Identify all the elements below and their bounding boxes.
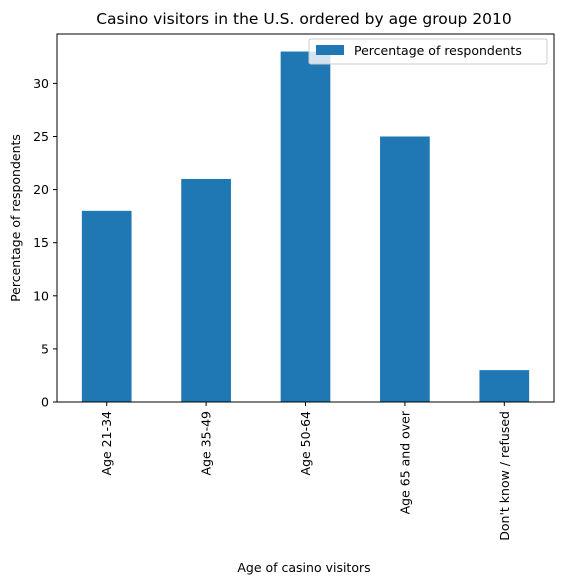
legend-swatch (316, 45, 344, 55)
x-axis-label: Age of casino visitors (237, 560, 370, 575)
x-tick-label-0: Age 21-34 (99, 411, 114, 476)
x-tick-label-2: Age 50-64 (298, 411, 313, 476)
bars-group (81, 51, 530, 403)
x-tick-label-1: Age 35-49 (199, 411, 214, 476)
y-tick-label-0: 0 (41, 395, 49, 410)
y-tick-label-6: 30 (33, 76, 49, 91)
bar-3 (380, 136, 430, 402)
y-axis-ticks: 0 5 10 15 20 25 30 (33, 76, 57, 410)
bar-0 (81, 210, 132, 402)
y-tick-label-1: 5 (41, 341, 49, 356)
chart-title: Casino visitors in the U.S. ordered by a… (96, 10, 512, 28)
bar-1 (181, 178, 231, 402)
legend: Percentage of respondents (308, 38, 548, 65)
x-axis-ticks: Age 21-34 Age 35-49 Age 50-64 Age 65 and ov… (99, 402, 512, 541)
bar-4 (479, 370, 530, 402)
y-axis-label: Percentage of respondents (8, 134, 23, 302)
bar-2 (280, 51, 331, 403)
y-tick-label-2: 10 (33, 288, 49, 303)
plot-area-frame (56, 33, 555, 403)
legend-label: Percentage of respondents (354, 43, 522, 58)
legend-box (308, 38, 548, 65)
y-tick-label-5: 25 (33, 129, 49, 144)
y-tick-label-3: 15 (33, 235, 49, 250)
x-tick-label-3: Age 65 and over (397, 410, 412, 514)
y-tick-label-4: 20 (33, 182, 49, 197)
x-tick-label-4: Don't know / refused (497, 411, 512, 541)
